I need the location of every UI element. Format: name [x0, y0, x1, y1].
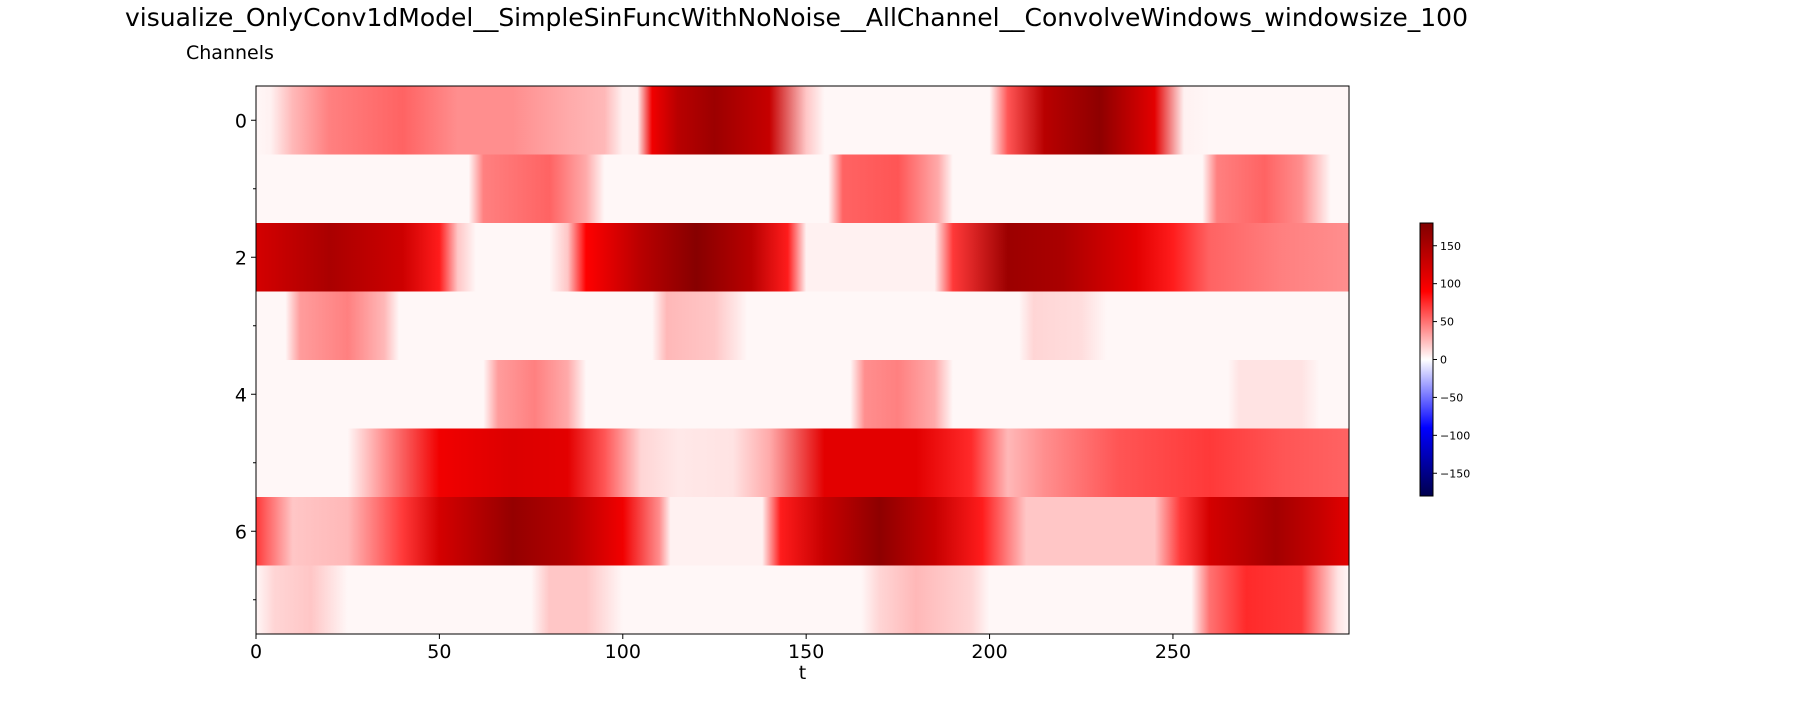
x-tick-label: 200: [971, 641, 1007, 663]
x-axis-ticks: 0 50 100 150 200 250: [250, 634, 1191, 663]
y-axis-ticks: 0 2 4 6: [235, 110, 256, 601]
heatmap-row-channel-1: [256, 154, 1349, 224]
heatmap-rows: [256, 86, 1349, 635]
x-tick-label: 250: [1155, 641, 1191, 663]
x-tick-label: 50: [427, 641, 451, 663]
colorbar-tick-label: 100: [1440, 278, 1461, 291]
heatmap-row-channel-6: [256, 497, 1349, 566]
x-tick-label: 0: [250, 641, 262, 663]
colorbar-ticks: 150 100 50 0 −50 −100 −150: [1433, 240, 1470, 480]
plot-frame: [255, 85, 1350, 635]
chart-title: visualize_OnlyConv1dModel__SimpleSinFunc…: [125, 3, 1468, 32]
heatmap-row-channel-0: [256, 86, 1349, 155]
heatmap-row-channel-2: [256, 223, 1349, 292]
x-tick-label: 100: [605, 641, 641, 663]
heatmap-row-channel-5: [256, 428, 1349, 498]
colorbar-tick-label: 50: [1440, 316, 1454, 329]
x-tick-label: 150: [788, 641, 824, 663]
heatmap-row-channel-3: [256, 291, 1349, 361]
y-tick-label: 0: [235, 110, 247, 132]
colorbar-tick-label: −50: [1440, 391, 1463, 404]
y-tick-label: 6: [235, 521, 247, 543]
y-axis-label: Channels: [186, 42, 274, 64]
colorbar-gradient: [1419, 222, 1434, 497]
colorbar: 150 100 50 0 −50 −100 −150: [1419, 222, 1470, 497]
y-tick-label: 2: [235, 247, 247, 269]
y-tick-label: 4: [235, 384, 247, 406]
heatmap-row-channel-7: [256, 565, 1349, 635]
colorbar-tick-label: −100: [1440, 429, 1470, 442]
colorbar-tick-label: 0: [1440, 354, 1447, 367]
heatmap-row-channel-4: [256, 360, 1349, 429]
colorbar-tick-label: −150: [1440, 467, 1470, 480]
x-axis-label: t: [799, 662, 806, 684]
colorbar-tick-label: 150: [1440, 240, 1461, 253]
